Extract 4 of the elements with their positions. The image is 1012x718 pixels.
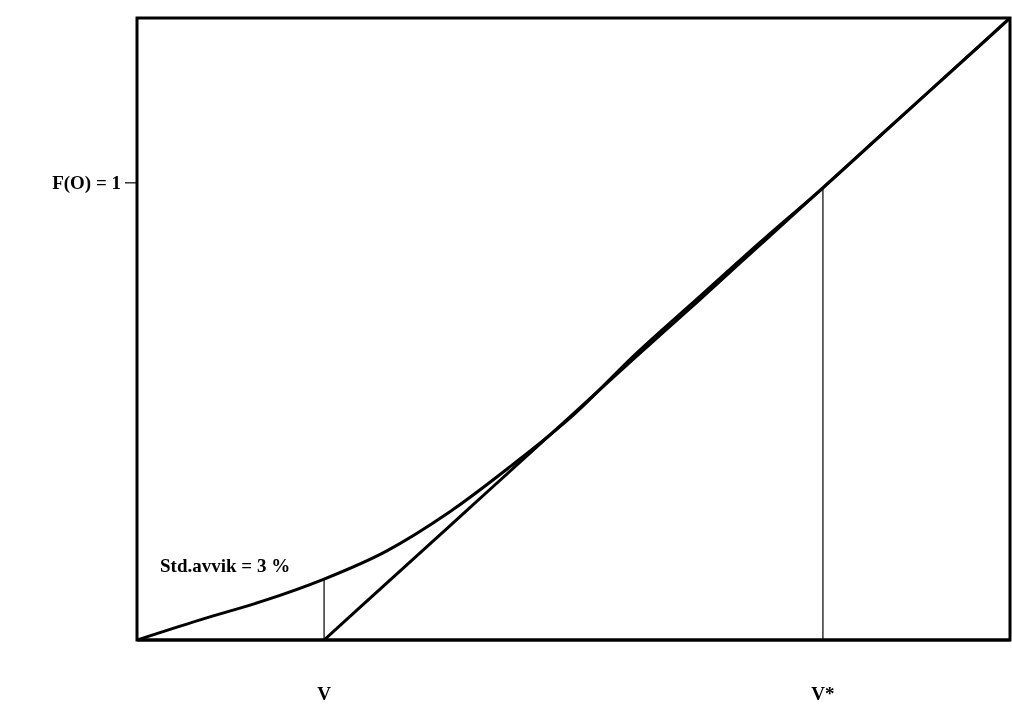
x-tick-label: V <box>317 683 332 704</box>
annotation: Std.avvik = 3 % <box>160 555 291 576</box>
x-tick-label: V* <box>811 683 835 704</box>
text: F(O) = 1 <box>52 171 121 194</box>
